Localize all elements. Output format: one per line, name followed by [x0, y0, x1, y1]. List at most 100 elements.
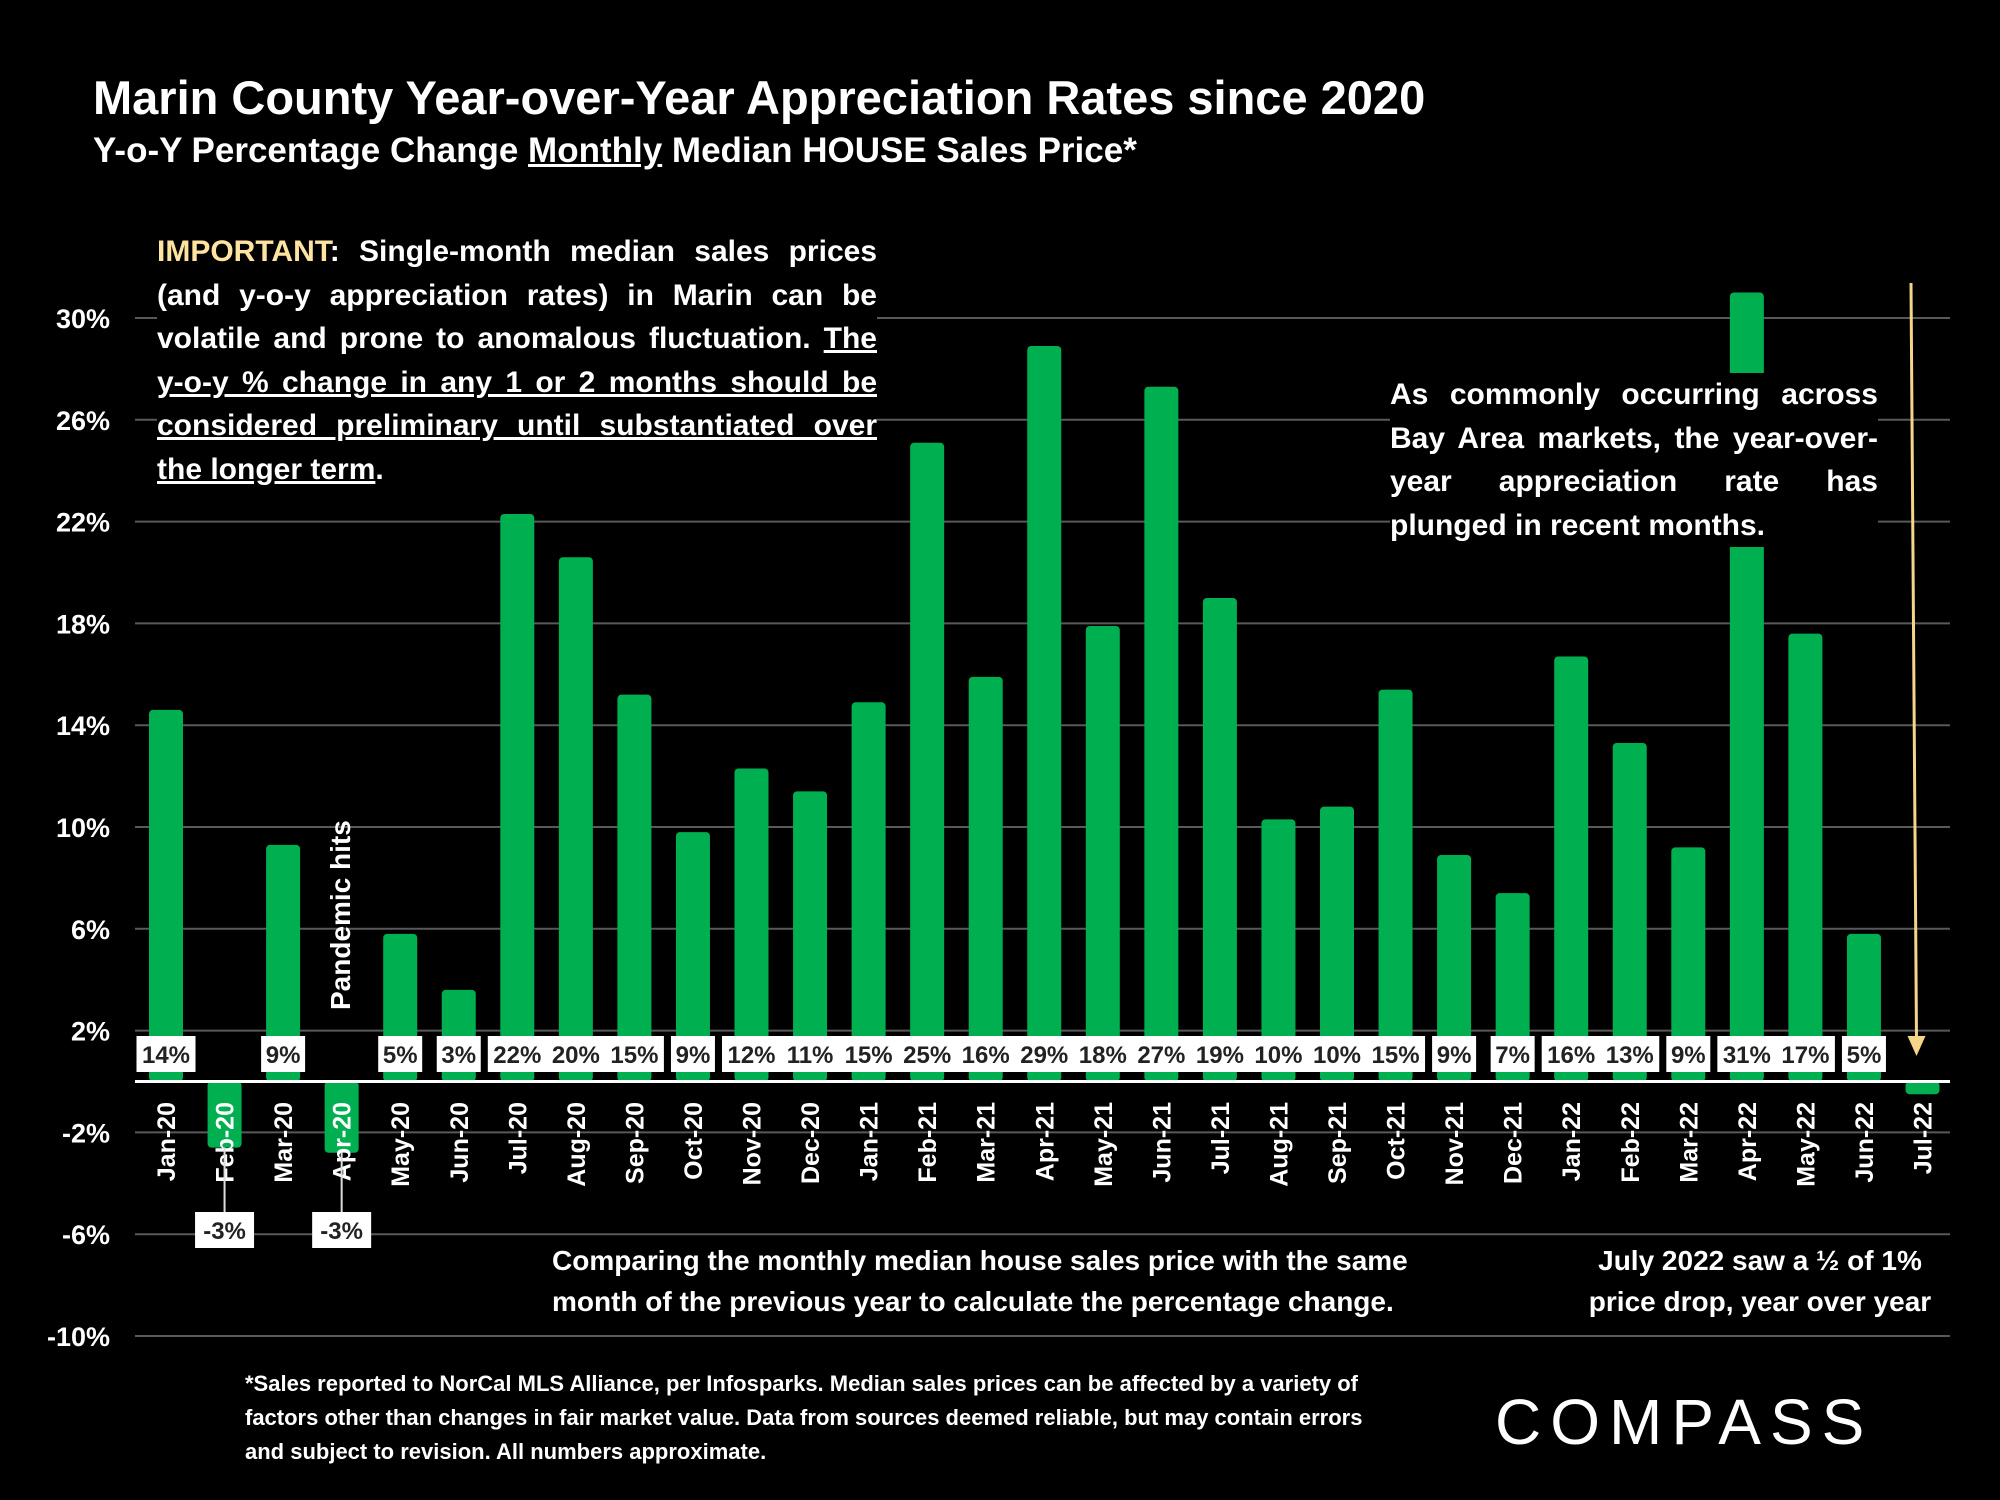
data-label-box [897, 1036, 957, 1072]
bar [149, 709, 183, 1082]
data-label: 9% [266, 1042, 301, 1069]
data-label: 25% [903, 1042, 951, 1069]
bar [1671, 847, 1706, 1082]
bars [149, 292, 1940, 1153]
data-label: 13% [1606, 1042, 1654, 1069]
compass-logo: COMPASS [1495, 1386, 1874, 1458]
y-tick-label: -2% [62, 1118, 110, 1148]
data-label: 5% [1847, 1042, 1882, 1069]
data-label-box [1841, 1036, 1886, 1072]
important-underlined-text: The y-o-y % change in any 1 or 2 months … [157, 322, 877, 486]
x-tick-label: Jun-21 [1148, 1102, 1176, 1183]
data-label-box [195, 1212, 255, 1248]
data-label-box [1248, 1036, 1308, 1072]
data-label-box [312, 1212, 372, 1248]
data-label: 19% [1196, 1042, 1244, 1069]
bar [1788, 633, 1823, 1082]
data-label-box [670, 1036, 715, 1072]
data-label: 18% [1079, 1042, 1127, 1069]
data-label: 22% [493, 1042, 541, 1069]
y-tick-label: 18% [56, 609, 110, 639]
x-tick-label: Apr-21 [1031, 1102, 1059, 1181]
x-tick-label: Aug-21 [1265, 1102, 1293, 1187]
y-tick-label: 22% [56, 508, 110, 538]
x-tick-label: Jun-22 [1851, 1102, 1879, 1183]
data-label: 3% [441, 1042, 476, 1069]
subtitle-part: Y-o-Y Percentage Change [93, 131, 529, 170]
data-label-box [1775, 1036, 1835, 1072]
x-tick-label: Jan-20 [153, 1102, 181, 1181]
x-tick-label: Oct-20 [680, 1102, 708, 1180]
bar [1495, 893, 1530, 1082]
chart-subtitle: Y-o-Y Percentage Change Monthly Median H… [93, 131, 1137, 171]
data-label-box [722, 1036, 781, 1072]
bar [968, 676, 1003, 1082]
x-tick-label: Nov-20 [739, 1102, 767, 1185]
data-label-box [1190, 1036, 1250, 1072]
bar [500, 513, 535, 1082]
arrow-shaft [1909, 282, 1918, 1041]
data-label-box [780, 1036, 840, 1072]
x-tick-label: Mar-21 [973, 1102, 1001, 1183]
bar [793, 791, 828, 1082]
data-label-box [1666, 1036, 1711, 1072]
bar [1437, 854, 1472, 1082]
pandemic-annotation: Pandemic hits [325, 820, 356, 1010]
bar [207, 1081, 242, 1148]
bar [1612, 743, 1647, 1082]
data-label-box [378, 1036, 423, 1072]
arrow-head [1907, 1036, 1926, 1056]
data-label: 20% [552, 1042, 600, 1069]
data-label-box [839, 1036, 899, 1072]
y-tick-label: 14% [56, 711, 110, 741]
x-tick-label: Jan-22 [1558, 1102, 1586, 1181]
data-label-box [1432, 1036, 1477, 1072]
data-label: 9% [1671, 1042, 1706, 1069]
data-label-box [956, 1036, 1016, 1072]
data-label: 29% [1020, 1042, 1068, 1069]
x-tick-label: Jan-21 [856, 1102, 884, 1181]
x-tick-label: Jul-20 [504, 1102, 532, 1174]
important-end: . [375, 452, 384, 486]
x-tick-label: Aug-20 [563, 1102, 591, 1187]
y-tick-label: 30% [56, 304, 110, 334]
data-label-box [261, 1036, 306, 1072]
x-tick-label: Feb-21 [914, 1102, 942, 1183]
data-label-box [1307, 1036, 1367, 1072]
bar [675, 832, 710, 1082]
data-label: 11% [787, 1042, 834, 1069]
data-label: 7% [1495, 1042, 1530, 1069]
data-label: 10% [1254, 1042, 1302, 1069]
data-labels: 14% -3% 9% -3% 5% 3% 22% 20% 15% 9% 12% 11% 15% 25% 16… [136, 1036, 1886, 1248]
data-label: 16% [962, 1042, 1010, 1069]
july-note: July 2022 saw a ½ of 1% price drop, year… [1565, 1240, 1955, 1322]
bar [1202, 597, 1237, 1082]
bar [1144, 386, 1179, 1082]
bar [1085, 625, 1120, 1082]
data-label-box [1014, 1036, 1074, 1072]
data-label: 9% [676, 1042, 711, 1069]
x-tick-label: May-21 [1090, 1102, 1118, 1187]
data-label-box [1366, 1036, 1426, 1072]
data-label-box [1600, 1036, 1660, 1072]
data-label-box [1541, 1036, 1601, 1072]
data-label: 9% [1437, 1042, 1472, 1069]
july-arrow [1907, 282, 1926, 1056]
data-label-box [1717, 1036, 1777, 1072]
bar [617, 694, 652, 1082]
x-tick-label: Nov-21 [1441, 1102, 1469, 1185]
x-tick-label: Jul-21 [1207, 1102, 1235, 1174]
data-label: 17% [1781, 1042, 1829, 1069]
subtitle-underlined: Monthly [528, 131, 663, 170]
x-tick-label: Feb-22 [1617, 1102, 1645, 1183]
x-tick-label: Jul-22 [1910, 1102, 1938, 1174]
data-label-box [546, 1036, 606, 1072]
plunge-note: As commonly occurring across Bay Area ma… [1390, 373, 1878, 547]
data-label-box [136, 1036, 196, 1072]
data-label-box [1490, 1036, 1535, 1072]
y-tick-label: 2% [71, 1017, 110, 1047]
data-label-box [604, 1036, 664, 1072]
data-label: 5% [383, 1042, 418, 1069]
chart-title: Marin County Year-over-Year Appreciation… [93, 71, 1426, 124]
